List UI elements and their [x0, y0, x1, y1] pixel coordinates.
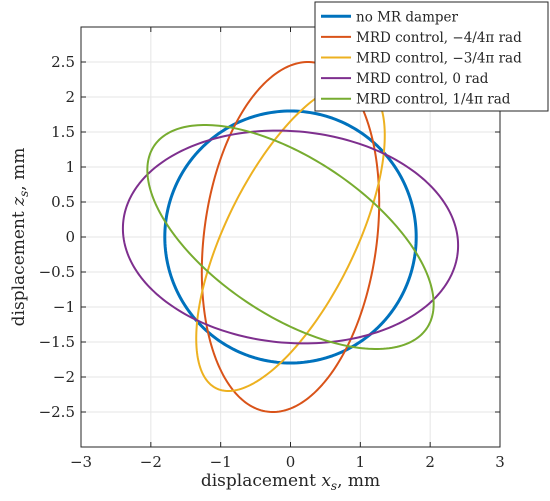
- y-tick-label: −2: [53, 368, 75, 386]
- legend: no MR damper MRD control, −4/4π rad MRD co…: [314, 1, 549, 112]
- series-line-1: [163, 109, 418, 365]
- x-axis-label: displacement xs, mm: [201, 471, 380, 493]
- y-tick-label: 2: [65, 88, 75, 106]
- x-tick-label: −1: [210, 453, 232, 471]
- y-tick-label: 0.5: [51, 193, 75, 211]
- x-tick-label: 2: [425, 453, 435, 471]
- legend-label: MRD control, −3/4π rad: [356, 51, 522, 67]
- legend-item: MRD control, −4/4π rad: [321, 30, 522, 46]
- y-tick-label: 1: [65, 158, 75, 176]
- legend-item: MRD control, −3/4π rad: [321, 51, 522, 67]
- legend-label: MRD control, 1/4π rad: [356, 92, 511, 108]
- x-axis-label-var: x: [321, 471, 331, 491]
- x-tick-label: 1: [356, 453, 366, 471]
- x-axis-label-main: displacement: [201, 471, 321, 491]
- ticks: [80, 27, 501, 447]
- series-line-4: [121, 129, 460, 345]
- legend-label: no MR damper: [356, 9, 459, 25]
- series-line-2: [200, 61, 381, 413]
- y-axis-label: displacement zs, mm: [9, 148, 31, 327]
- legend-item: MRD control, 1/4π rad: [321, 92, 511, 108]
- legend-label: MRD control, 0 rad: [356, 71, 489, 87]
- y-tick-label: −1: [53, 298, 75, 316]
- x-axis-label-sub: s: [331, 479, 337, 493]
- y-tick-label: −0.5: [39, 263, 75, 281]
- y-tick-label: −1.5: [39, 333, 75, 351]
- x-axis-label-unit: , mm: [337, 471, 380, 491]
- y-tick-label: 2.5: [51, 53, 75, 71]
- x-tick-label: 0: [286, 453, 296, 471]
- x-tick-label: 3: [495, 453, 505, 471]
- series-line-5: [146, 124, 435, 350]
- y-axis-label-var: z: [9, 196, 29, 207]
- y-tick-label: −2.5: [39, 403, 75, 421]
- y-axis-label-main: displacement: [9, 206, 29, 326]
- legend-item: MRD control, 0 rad: [321, 71, 489, 87]
- y-tick-label: 1.5: [51, 123, 75, 141]
- y-tick-label: 0: [65, 228, 75, 246]
- tick-labels: −3 −2 −1 0 1 2 3 −2.5 −2 −1.5 −1 −0.5 0 0.5 1 1.5 2 2.5: [39, 53, 505, 471]
- y-axis-label-unit: , mm: [9, 148, 29, 191]
- legend-item: no MR damper: [321, 9, 459, 25]
- x-tick-label: −3: [70, 453, 92, 471]
- legend-box: [314, 1, 549, 112]
- legend-label: MRD control, −4/4π rad: [356, 30, 522, 46]
- x-tick-label: −2: [140, 453, 162, 471]
- y-axis-label-sub: s: [17, 191, 31, 197]
